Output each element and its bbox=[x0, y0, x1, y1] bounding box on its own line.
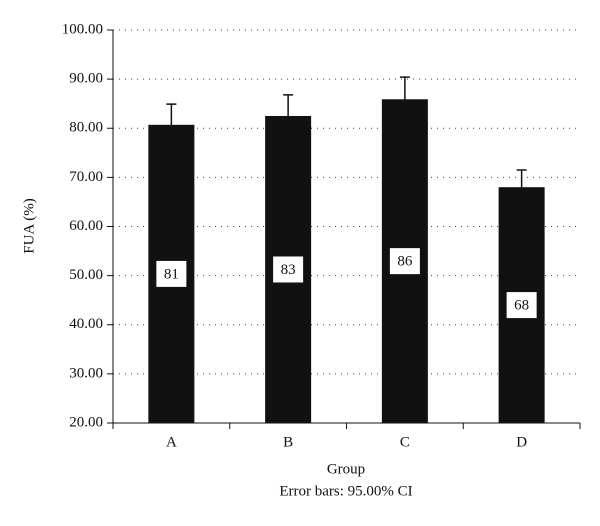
y-tick-label: 60.00 bbox=[69, 218, 103, 234]
x-tick-label: C bbox=[400, 434, 410, 450]
error-bar bbox=[399, 76, 410, 122]
x-tick-label: A bbox=[166, 434, 177, 450]
x-axis-label: Group bbox=[327, 461, 365, 477]
value-label-box bbox=[156, 260, 187, 287]
y-tick-label: 90.00 bbox=[69, 71, 103, 87]
y-tick-label: 20.00 bbox=[69, 414, 103, 430]
x-tick-label: D bbox=[516, 434, 527, 450]
value-label-box bbox=[389, 248, 420, 275]
y-tick-label: 80.00 bbox=[69, 120, 103, 136]
value-label: 68 bbox=[514, 298, 529, 314]
y-tick-label: 40.00 bbox=[69, 316, 103, 332]
y-tick-label: 30.00 bbox=[69, 365, 103, 381]
value-label: 86 bbox=[397, 254, 413, 270]
error-bar bbox=[166, 103, 177, 146]
value-label-box bbox=[273, 256, 304, 283]
y-tick-label: 70.00 bbox=[69, 169, 103, 185]
x-tick-label: B bbox=[283, 434, 293, 450]
value-label: 83 bbox=[281, 262, 296, 278]
y-axis-label: FUA (%) bbox=[21, 198, 37, 253]
value-label-box bbox=[506, 292, 537, 319]
error-bar bbox=[283, 94, 294, 138]
y-tick-label: 100.00 bbox=[62, 21, 103, 37]
error-bar bbox=[516, 169, 527, 205]
value-label: 81 bbox=[164, 266, 179, 282]
y-tick-label: 50.00 bbox=[69, 267, 103, 283]
note: Error bars: 95.00% CI bbox=[279, 483, 412, 499]
